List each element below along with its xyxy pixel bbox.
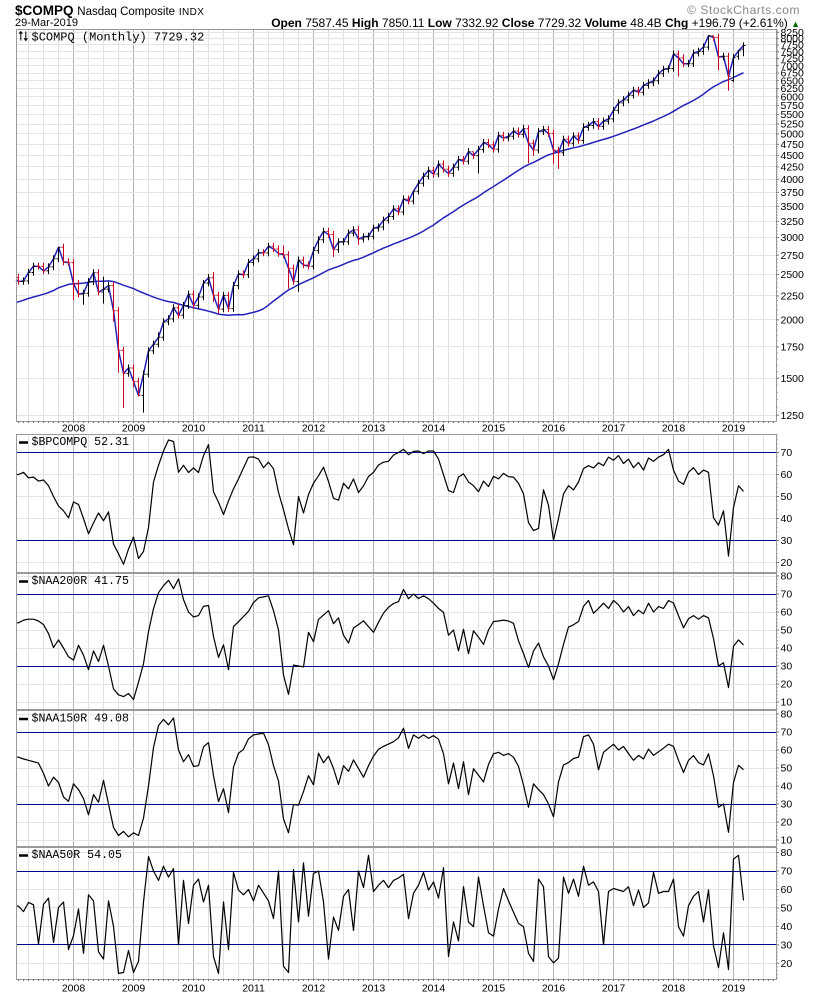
svg-text:30: 30 [781,799,793,811]
svg-text:2019: 2019 [722,983,746,995]
svg-text:7500: 7500 [781,46,805,58]
svg-text:50: 50 [781,903,793,915]
svg-text:2500: 2500 [781,269,805,281]
svg-text:6000: 6000 [781,92,805,104]
svg-text:2009: 2009 [122,983,146,995]
svg-text:1500: 1500 [781,373,805,385]
svg-text:6750: 6750 [781,68,805,80]
svg-text:20: 20 [781,557,793,569]
svg-text:2010: 2010 [182,983,206,995]
svg-text:8250: 8250 [781,27,805,39]
svg-text:40: 40 [781,513,793,525]
svg-text:$NAA50R 54.05: $NAA50R 54.05 [32,849,122,862]
svg-text:70: 70 [781,866,793,878]
svg-text:2014: 2014 [422,423,446,435]
svg-text:2011: 2011 [242,983,265,995]
svg-text:2009: 2009 [122,423,146,435]
svg-text:1250: 1250 [781,410,805,422]
svg-text:2250: 2250 [781,291,805,303]
svg-text:7750: 7750 [781,40,805,52]
svg-text:2750: 2750 [781,250,805,262]
svg-text:2008: 2008 [62,983,86,995]
svg-text:50: 50 [781,491,793,503]
svg-text:80: 80 [781,709,793,721]
svg-text:20: 20 [781,679,793,691]
svg-text:2015: 2015 [482,423,506,435]
svg-text:8000: 8000 [781,33,805,45]
svg-text:40: 40 [781,921,793,933]
svg-text:20: 20 [781,958,793,970]
svg-text:2018: 2018 [662,423,686,435]
svg-text:70: 70 [781,589,793,601]
svg-text:2012: 2012 [302,423,326,435]
svg-text:2012: 2012 [302,983,326,995]
svg-text:10: 10 [781,835,793,847]
svg-text:30: 30 [781,939,793,951]
svg-text:2017: 2017 [602,423,626,435]
svg-text:$NAA150R 49.08: $NAA150R 49.08 [32,713,129,726]
svg-text:10: 10 [781,697,793,709]
svg-text:2008: 2008 [62,423,86,435]
svg-text:50: 50 [781,763,793,775]
svg-text:60: 60 [781,607,793,619]
svg-text:60: 60 [781,469,793,481]
svg-text:4250: 4250 [781,162,805,174]
svg-text:2013: 2013 [362,983,386,995]
svg-text:$NAA200R 41.75: $NAA200R 41.75 [32,575,129,588]
svg-text:4750: 4750 [781,139,805,151]
svg-text:2000: 2000 [781,314,805,326]
svg-text:60: 60 [781,884,793,896]
svg-text:5500: 5500 [781,109,805,121]
svg-text:2018: 2018 [662,983,686,995]
svg-text:70: 70 [781,447,793,459]
svg-text:2013: 2013 [362,423,386,435]
svg-text:4500: 4500 [781,150,805,162]
svg-text:5000: 5000 [781,129,805,141]
svg-text:80: 80 [781,847,793,859]
svg-text:5750: 5750 [781,100,805,112]
svg-text:4000: 4000 [781,174,805,186]
svg-text:30: 30 [781,661,793,673]
svg-text:2019: 2019 [722,423,746,435]
svg-text:60: 60 [781,745,793,757]
svg-text:2016: 2016 [542,983,566,995]
svg-text:2016: 2016 [542,423,566,435]
svg-text:3000: 3000 [781,232,805,244]
svg-text:7000: 7000 [781,60,805,72]
svg-text:40: 40 [781,643,793,655]
svg-text:70: 70 [781,727,793,739]
svg-text:$BPCOMPQ 52.31: $BPCOMPQ 52.31 [32,436,129,449]
svg-text:3500: 3500 [781,201,805,213]
svg-text:20: 20 [781,817,793,829]
svg-text:2017: 2017 [602,983,626,995]
svg-text:6250: 6250 [781,83,805,95]
svg-text:3250: 3250 [781,216,805,228]
svg-text:1750: 1750 [781,342,805,354]
svg-text:2015: 2015 [482,983,506,995]
svg-text:30: 30 [781,535,793,547]
svg-text:50: 50 [781,625,793,637]
svg-text:5250: 5250 [781,119,805,131]
svg-text:2011: 2011 [242,423,265,435]
svg-text:3750: 3750 [781,187,805,199]
svg-text:2010: 2010 [182,423,206,435]
svg-text:$COMPQ (Monthly) 7729.32: $COMPQ (Monthly) 7729.32 [32,31,205,45]
svg-text:7250: 7250 [781,53,805,65]
svg-text:2014: 2014 [422,983,446,995]
svg-text:80: 80 [781,571,793,583]
svg-text:40: 40 [781,781,793,793]
svg-text:6500: 6500 [781,75,805,87]
